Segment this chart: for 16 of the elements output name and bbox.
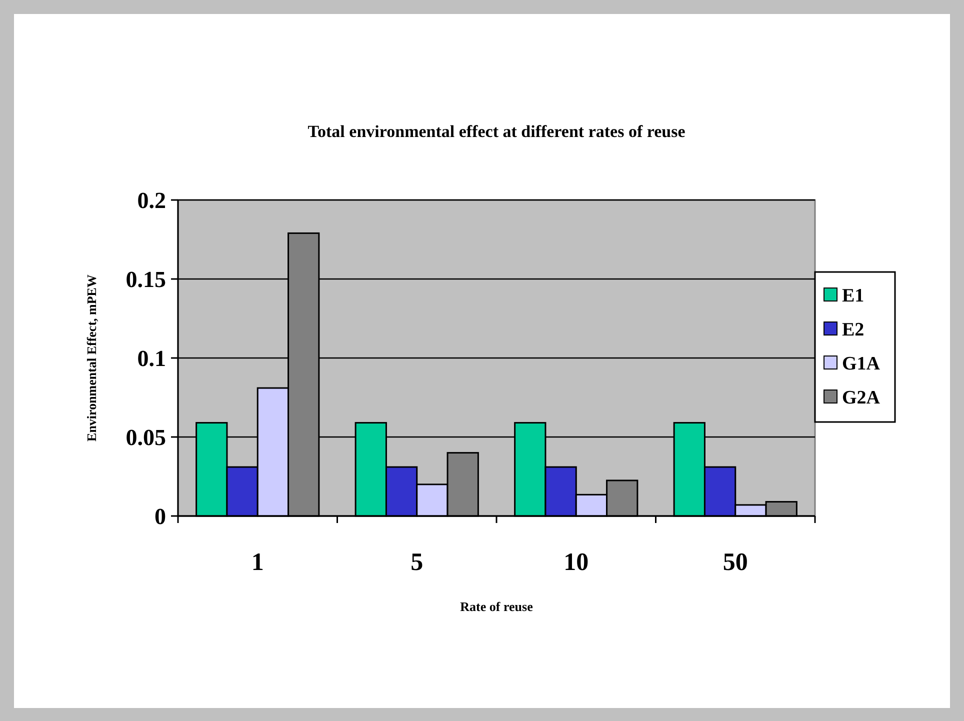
legend-label: G2A [842, 388, 880, 409]
y-tick-label: 0.2 [137, 188, 166, 214]
chart-title: Total environmental effect at different rates of reuse [308, 122, 686, 141]
x-tick-label: 1 [251, 549, 264, 576]
y-tick-label: 0 [154, 504, 166, 530]
legend-label: E1 [842, 286, 864, 307]
x-tick-label: 5 [410, 549, 424, 576]
y-tick-label: 0.05 [126, 425, 166, 450]
x-axis-title: Rate of reuse [460, 599, 534, 614]
legend-label: E2 [842, 320, 864, 341]
x-tick-label: 10 [564, 549, 589, 576]
y-tick-label: 0.1 [137, 346, 166, 372]
x-tick-label: 50 [722, 549, 748, 576]
y-tick-label: 0.15 [126, 267, 166, 292]
y-axis-title: Environmental Effect, mPEW [84, 274, 99, 442]
legend-label: G1A [842, 354, 880, 375]
